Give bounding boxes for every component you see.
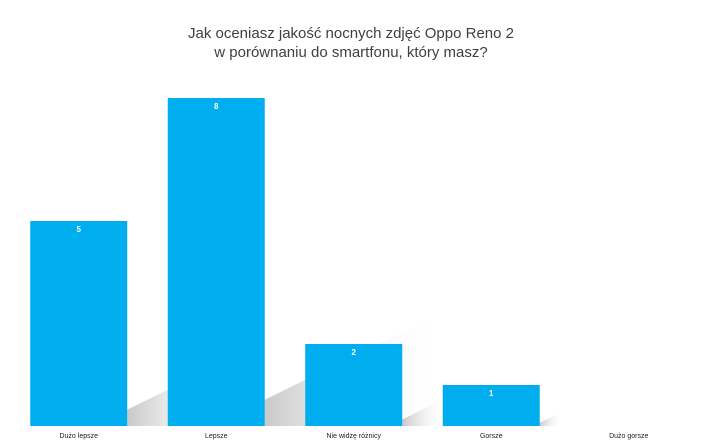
category-labels: Dużo lepsze Lepsze Nie widzę różnicy Gorsze… <box>59 433 648 440</box>
bars <box>30 98 540 426</box>
bar <box>305 344 403 426</box>
bar-shadow <box>402 397 448 426</box>
chart-title: Jak oceniasz jakość nocnych zdjęć Oppo R… <box>0 24 702 62</box>
bar <box>442 385 540 426</box>
category-label: Dużo gorsze <box>609 433 648 440</box>
bar-shadow <box>539 411 563 426</box>
data-label: 8 <box>214 102 219 111</box>
data-labels: 5 8 2 1 <box>77 102 495 398</box>
category-label: Lepsze <box>205 433 228 440</box>
data-label: 1 <box>489 389 494 398</box>
chart-title-line-1: Jak oceniasz jakość nocnych zdjęć Oppo R… <box>187 25 514 42</box>
data-label: 5 <box>77 225 82 234</box>
category-label: Dużo lepsze <box>59 433 98 440</box>
bar <box>167 98 265 426</box>
bar <box>30 221 128 426</box>
chart-title-line-2: w porównaniu do smartfonu, który masz? <box>214 44 488 61</box>
category-label: Gorsze <box>480 433 503 440</box>
data-label: 2 <box>352 348 357 357</box>
category-label: Nie widzę różnicy <box>327 433 382 440</box>
